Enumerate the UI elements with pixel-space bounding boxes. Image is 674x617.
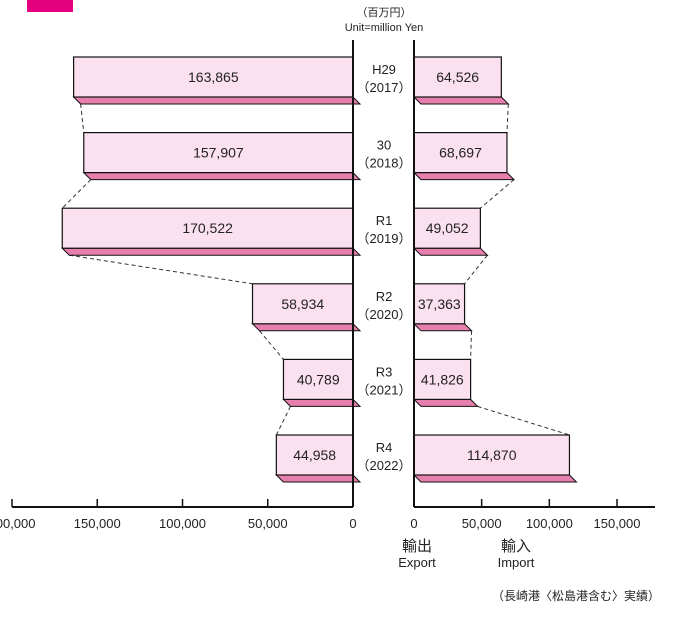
export-tick-label: 200,000 xyxy=(0,516,36,531)
export-bar-shadow xyxy=(61,247,362,256)
import-connector xyxy=(480,179,515,209)
category-year-label: （2021） xyxy=(357,382,412,397)
import-bar: 37,363 xyxy=(412,283,473,332)
import-series-label: 輸入 xyxy=(501,538,531,555)
category-era-label: R2 xyxy=(376,289,393,304)
import-bar-value-label: 41,826 xyxy=(421,371,464,387)
export-bar: 44,958 xyxy=(275,434,362,483)
category-era-label: 30 xyxy=(377,138,391,153)
import-tick-label: 0 xyxy=(410,516,417,531)
import-bar-shadow xyxy=(412,247,489,256)
export-connector xyxy=(61,179,92,209)
export-bar: 40,789 xyxy=(282,358,362,407)
connector-lines xyxy=(61,103,570,436)
import-bar: 64,526 xyxy=(412,56,510,105)
export-bar: 163,865 xyxy=(72,56,362,105)
unit-label-en: Unit=million Yen xyxy=(345,22,424,34)
import-bar-shadow xyxy=(412,172,516,181)
import-bar-value-label: 114,870 xyxy=(467,447,517,463)
category-year-label: （2018） xyxy=(357,156,412,171)
import-bar-shadow xyxy=(412,474,578,483)
export-tick-label: 100,000 xyxy=(159,516,206,531)
import-bar: 41,826 xyxy=(412,358,479,407)
export-bar-value-label: 44,958 xyxy=(293,447,336,463)
export-bar: 170,522 xyxy=(61,207,362,256)
export-tick-label: 50,000 xyxy=(248,516,288,531)
category-year-label: （2022） xyxy=(357,458,412,473)
export-bar-shadow xyxy=(282,398,362,407)
footnote: （長崎港〈松島港含む〉実績） xyxy=(492,588,660,603)
export-bar-value-label: 40,789 xyxy=(297,371,340,387)
export-bar-value-label: 157,907 xyxy=(193,145,244,161)
export-bar-face xyxy=(282,358,354,400)
import-bar-face xyxy=(413,434,571,476)
import-bar: 68,697 xyxy=(412,132,516,181)
import-bar-value-label: 64,526 xyxy=(436,69,479,85)
export-bar-value-label: 58,934 xyxy=(281,296,324,312)
export-bar-shadow xyxy=(82,172,362,181)
import-bar-face xyxy=(413,358,472,400)
export-connector xyxy=(259,330,284,360)
export-tick-label: 150,000 xyxy=(74,516,121,531)
import-connector xyxy=(470,330,473,360)
corner-tab-marker xyxy=(27,0,73,12)
import-bar: 114,870 xyxy=(412,434,578,483)
category-era-label: R3 xyxy=(376,364,393,379)
import-bar-shadow xyxy=(412,398,479,407)
export-bar-shadow xyxy=(251,323,362,332)
category-year-label: （2017） xyxy=(357,80,412,95)
unit-label-ja: （百万円） xyxy=(357,6,412,19)
import-bar-shadow xyxy=(412,96,510,105)
bars-group: 163,865 64,526 157,907 68,697 170,522 49,052 5… xyxy=(61,56,578,483)
import-bar-value-label: 68,697 xyxy=(439,145,482,161)
export-bar-shadow xyxy=(275,474,362,483)
import-tick-label: 100,000 xyxy=(526,516,573,531)
export-bar-value-label: 163,865 xyxy=(188,69,239,85)
export-bar-face xyxy=(73,56,354,98)
category-era-label: H29 xyxy=(372,62,396,77)
export-bar-value-label: 170,522 xyxy=(182,220,233,236)
export-bar: 58,934 xyxy=(251,283,362,332)
import-tick-label: 150,000 xyxy=(594,516,641,531)
import-bar-value-label: 37,363 xyxy=(418,296,461,312)
export-series-label-en: Export xyxy=(398,555,436,570)
export-connector xyxy=(69,254,253,285)
import-connector xyxy=(506,103,509,133)
category-labels: H29 （2017） 30 （2018） R1 （2019） R2 （2020） R3 （2021… xyxy=(357,62,412,473)
import-connector xyxy=(464,254,488,285)
import-tick-label: 50,000 xyxy=(462,516,502,531)
export-bar-shadow xyxy=(72,96,362,105)
export-bar-face xyxy=(83,132,354,174)
export-connector xyxy=(275,406,291,436)
category-year-label: （2019） xyxy=(357,231,412,246)
export-bar-face xyxy=(61,207,354,249)
export-tick-label: 0 xyxy=(349,516,356,531)
export-bar: 157,907 xyxy=(82,132,362,181)
import-bar-face xyxy=(413,56,502,98)
axis-ticks: 200,000 150,000 100,000 50,000 0 0 50,000 100,0… xyxy=(0,499,641,531)
category-era-label: R1 xyxy=(376,213,393,228)
import-bar-face xyxy=(413,283,466,325)
export-series-label: 輸出 xyxy=(402,538,432,555)
export-bar-face xyxy=(275,434,354,476)
import-connector xyxy=(477,405,570,436)
import-bar: 49,052 xyxy=(412,207,489,256)
export-bar-face xyxy=(251,283,354,325)
import-bar-value-label: 49,052 xyxy=(426,220,469,236)
category-year-label: （2020） xyxy=(357,307,412,322)
category-era-label: R4 xyxy=(376,440,393,455)
export-connector xyxy=(80,103,85,133)
import-bar-shadow xyxy=(412,323,473,332)
import-series-label-en: Import xyxy=(498,555,535,570)
